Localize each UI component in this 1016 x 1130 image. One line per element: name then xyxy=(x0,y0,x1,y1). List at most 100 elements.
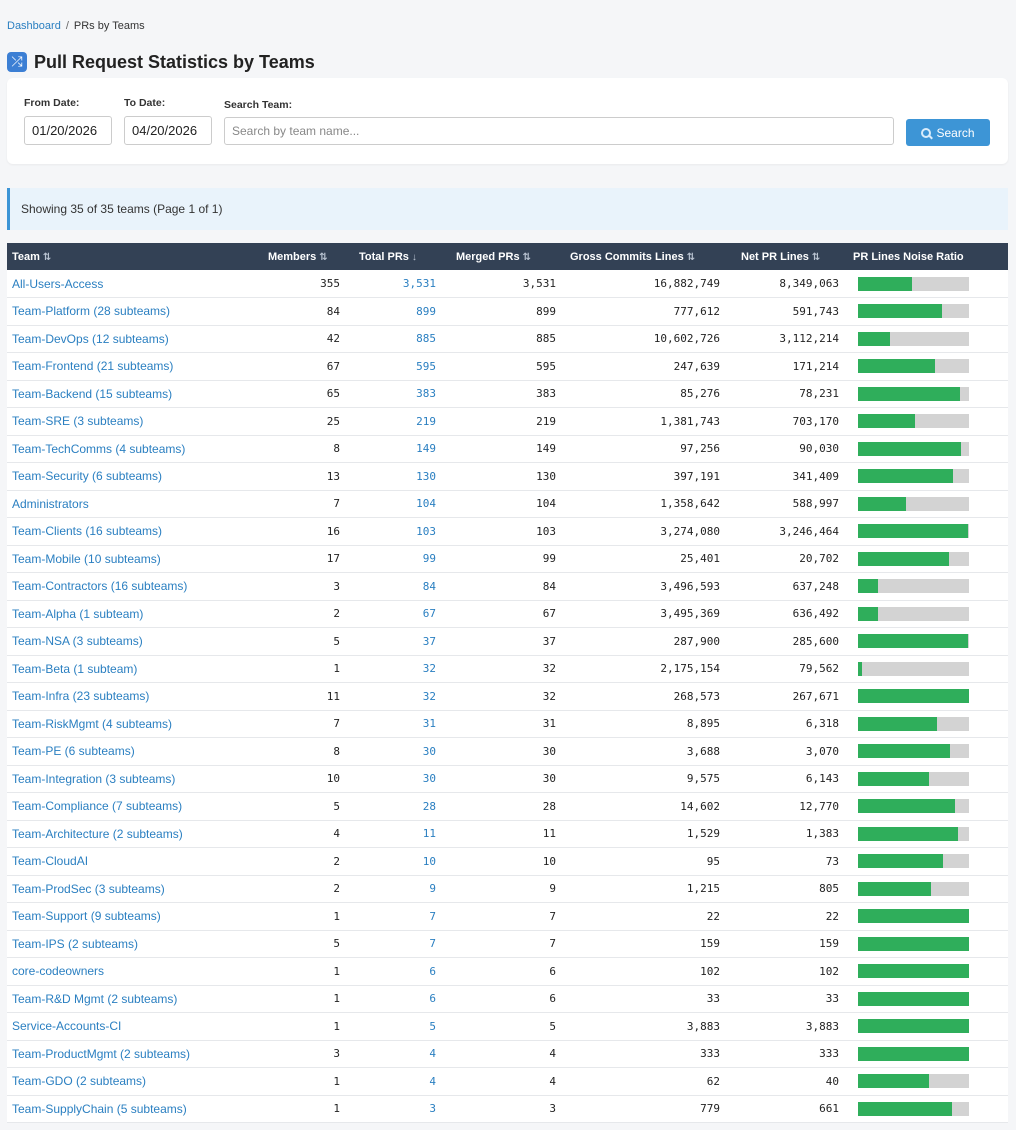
total-prs-link[interactable]: 32 xyxy=(422,662,436,676)
total-prs-link[interactable]: 899 xyxy=(416,304,436,318)
team-link[interactable]: Team-Infra (23 subteams) xyxy=(12,689,150,704)
total-prs-link[interactable]: 219 xyxy=(416,414,436,428)
team-link[interactable]: Administrators xyxy=(12,496,89,511)
noise-ratio-cell xyxy=(848,408,1008,436)
team-link[interactable]: Team-CloudAI xyxy=(12,854,89,869)
total-prs-link[interactable]: 595 xyxy=(416,359,436,373)
members-cell: 5 xyxy=(333,799,340,813)
team-link[interactable]: Team-Backend (15 subteams) xyxy=(12,386,173,401)
team-link[interactable]: Team-Clients (16 subteams) xyxy=(12,524,163,539)
total-prs-link[interactable]: 10 xyxy=(422,854,436,868)
gross-commits-cell: 14,602 xyxy=(680,799,720,813)
total-prs-link[interactable]: 37 xyxy=(422,634,436,648)
noise-ratio-cell xyxy=(848,380,1008,408)
noise-ratio-fill xyxy=(858,1101,953,1116)
total-prs-link[interactable]: 5 xyxy=(429,1019,436,1033)
total-prs-link[interactable]: 103 xyxy=(416,524,436,538)
team-link[interactable]: Team-NSA (3 subteams) xyxy=(12,634,143,649)
team-link[interactable]: Team-SupplyChain (5 subteams) xyxy=(12,1101,187,1116)
total-prs-link[interactable]: 3 xyxy=(429,1102,436,1116)
column-header-gross-commits-lines[interactable]: Gross Commits Lines ⇅ xyxy=(565,243,736,270)
total-prs-link[interactable]: 30 xyxy=(422,772,436,786)
team-link[interactable]: Team-R&D Mgmt (2 subteams) xyxy=(12,991,178,1006)
merged-prs-cell: 149 xyxy=(536,442,556,456)
noise-ratio-fill xyxy=(858,716,937,731)
gross-commits-cell: 159 xyxy=(700,937,720,951)
column-header-net-pr-lines[interactable]: Net PR Lines ⇅ xyxy=(736,243,848,270)
team-link[interactable]: Team-Security (6 subteams) xyxy=(12,469,163,484)
search-input[interactable]: Search by team name... xyxy=(224,117,894,145)
sort-icon: ⇅ xyxy=(522,251,531,263)
total-prs-link[interactable]: 32 xyxy=(422,689,436,703)
net-pr-lines-cell: 90,030 xyxy=(799,442,839,456)
team-link[interactable]: Team-ProductMgmt (2 subteams) xyxy=(12,1046,191,1061)
team-link[interactable]: Team-RiskMgmt (4 subteams) xyxy=(12,716,173,731)
team-link[interactable]: Team-Support (9 subteams) xyxy=(12,909,161,924)
noise-ratio-bar xyxy=(858,331,969,346)
total-prs-link[interactable]: 6 xyxy=(429,992,436,1006)
search-icon xyxy=(921,127,934,139)
total-prs-link[interactable]: 11 xyxy=(422,827,436,841)
net-pr-lines-cell: 3,112,214 xyxy=(779,332,839,346)
team-link[interactable]: All-Users-Access xyxy=(12,276,104,291)
team-link[interactable]: Team-GDO (2 subteams) xyxy=(12,1074,147,1089)
total-prs-link[interactable]: 383 xyxy=(416,387,436,401)
to-date-input[interactable]: 04/20/2026 xyxy=(124,116,212,145)
total-prs-link[interactable]: 67 xyxy=(422,607,436,621)
table-row: Team-Beta (1 subteam) 1 32 32 2,175,154 79,56… xyxy=(7,655,1008,683)
total-prs-link[interactable]: 4 xyxy=(429,1047,436,1061)
noise-ratio-bar xyxy=(858,661,969,676)
team-link[interactable]: Team-Integration (3 subteams) xyxy=(12,771,176,786)
team-link[interactable]: Team-SRE (3 subteams) xyxy=(12,414,144,429)
team-link[interactable]: Team-Architecture (2 subteams) xyxy=(12,826,183,841)
team-link[interactable]: Team-ProdSec (3 subteams) xyxy=(12,881,165,896)
column-header-merged-prs[interactable]: Merged PRs ⇅ xyxy=(451,243,565,270)
total-prs-link[interactable]: 7 xyxy=(429,909,436,923)
total-prs-link[interactable]: 9 xyxy=(429,882,436,896)
column-header-team[interactable]: Team ⇅ xyxy=(7,243,262,270)
net-pr-lines-cell: 703,170 xyxy=(792,414,839,428)
merged-prs-cell: 37 xyxy=(542,634,556,648)
total-prs-link[interactable]: 28 xyxy=(422,799,436,813)
noise-ratio-cell xyxy=(848,738,1008,766)
team-link[interactable]: Team-Compliance (7 subteams) xyxy=(12,799,183,814)
total-prs-link[interactable]: 4 xyxy=(429,1074,436,1088)
team-link[interactable]: Team-Mobile (10 subteams) xyxy=(12,551,161,566)
column-header-total-prs[interactable]: Total PRs ↓ xyxy=(354,243,451,270)
team-link[interactable]: core-codeowners xyxy=(12,964,105,979)
noise-ratio-bar xyxy=(858,634,969,649)
total-prs-link[interactable]: 31 xyxy=(422,717,436,731)
total-prs-link[interactable]: 149 xyxy=(416,442,436,456)
team-link[interactable]: Team-PE (6 subteams) xyxy=(12,744,135,759)
team-link[interactable]: Team-Platform (28 subteams) xyxy=(12,304,171,319)
merged-prs-cell: 9 xyxy=(549,882,556,896)
breadcrumb-dashboard-link[interactable]: Dashboard xyxy=(7,20,61,32)
noise-ratio-bar xyxy=(858,579,969,594)
net-pr-lines-cell: 79,562 xyxy=(799,662,839,676)
team-link[interactable]: Team-Frontend (21 subteams) xyxy=(12,359,174,374)
noise-ratio-bar xyxy=(858,276,969,291)
total-prs-link[interactable]: 30 xyxy=(422,744,436,758)
from-date-input[interactable]: 01/20/2026 xyxy=(24,116,112,145)
total-prs-link[interactable]: 84 xyxy=(422,579,436,593)
team-link[interactable]: Team-IPS (2 subteams) xyxy=(12,936,139,951)
total-prs-link[interactable]: 6 xyxy=(429,964,436,978)
team-link[interactable]: Service-Accounts-CI xyxy=(12,1019,122,1034)
members-cell: 1 xyxy=(333,1019,340,1033)
total-prs-link[interactable]: 3,531 xyxy=(402,277,436,290)
total-prs-link[interactable]: 99 xyxy=(422,552,436,566)
team-link[interactable]: Team-Contractors (16 subteams) xyxy=(12,579,188,594)
noise-ratio-bar xyxy=(858,854,969,869)
team-link[interactable]: Team-Alpha (1 subteam) xyxy=(12,606,144,621)
total-prs-link[interactable]: 7 xyxy=(429,937,436,951)
total-prs-link[interactable]: 885 xyxy=(416,332,436,346)
team-link[interactable]: Team-TechComms (4 subteams) xyxy=(12,441,186,456)
column-header-label: Team xyxy=(12,250,40,263)
search-button[interactable]: Search xyxy=(906,119,990,146)
teams-table: Team ⇅ Members ⇅ Total PRs ↓ Merged PRs ⇅ Gross … xyxy=(7,243,1008,1123)
column-header-members[interactable]: Members ⇅ xyxy=(262,243,354,270)
team-link[interactable]: Team-DevOps (12 subteams) xyxy=(12,331,169,346)
team-link[interactable]: Team-Beta (1 subteam) xyxy=(12,661,138,676)
total-prs-link[interactable]: 130 xyxy=(416,469,436,483)
total-prs-link[interactable]: 104 xyxy=(416,497,436,511)
